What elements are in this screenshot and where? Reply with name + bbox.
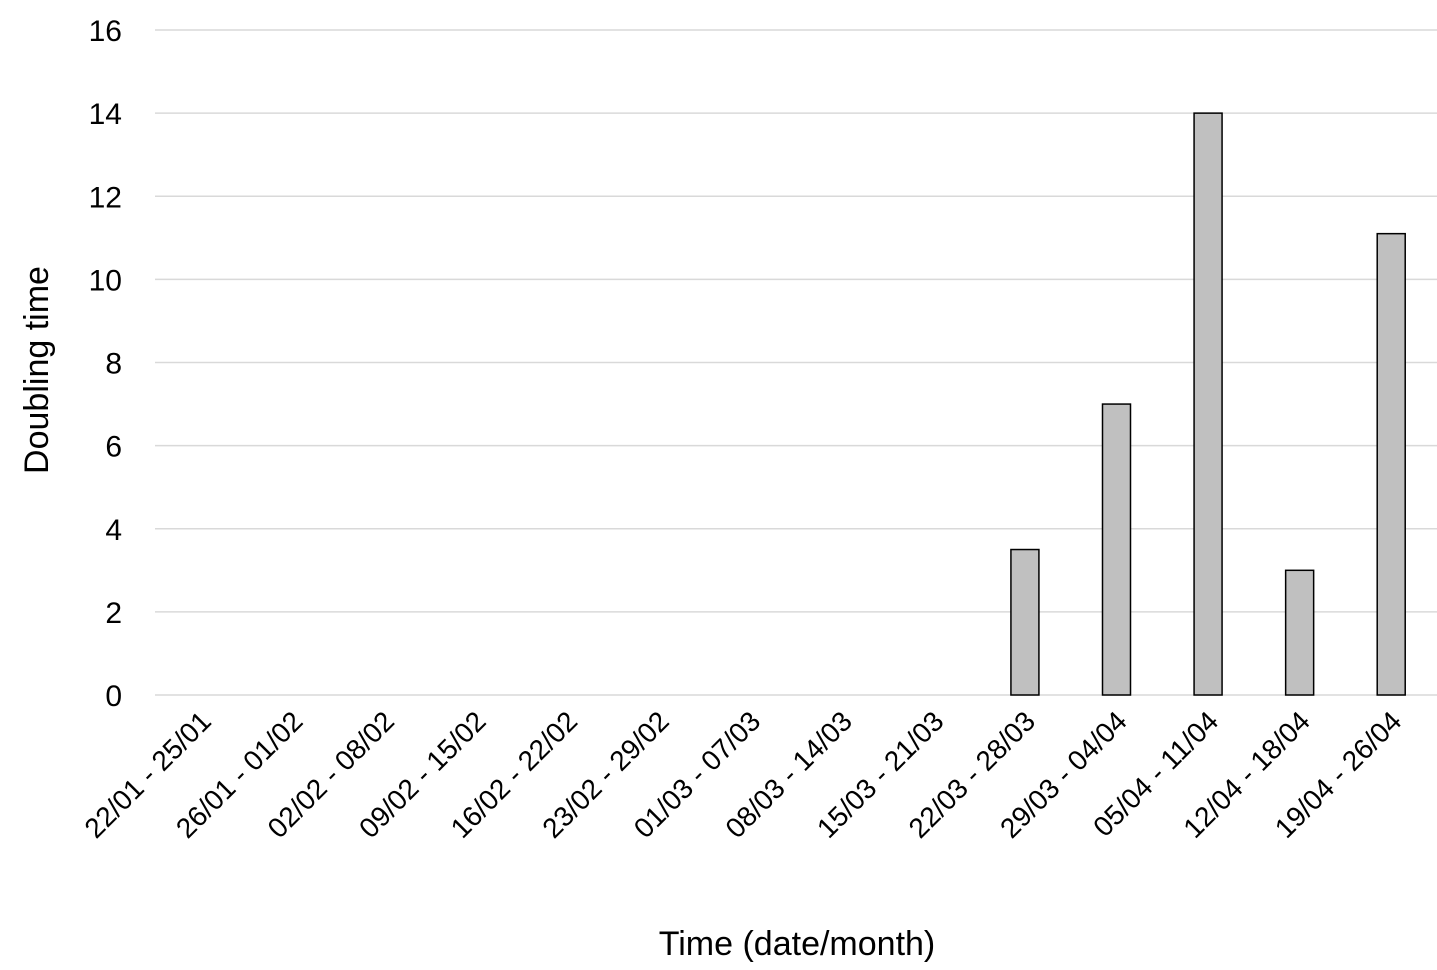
y-tick-label: 10 [89, 264, 122, 297]
y-axis-title: Doubling time [18, 266, 56, 474]
y-tick-label: 16 [89, 15, 122, 48]
y-tick-label: 8 [105, 348, 122, 381]
y-tick-label: 2 [105, 597, 122, 630]
y-tick-label: 4 [105, 514, 122, 547]
y-tick-labels: 0 2 4 6 8 10 12 14 16 [89, 15, 122, 713]
x-axis-title: Time (date/month) [659, 925, 936, 963]
bar-22/03 - 28/03 [1010, 548, 1040, 696]
y-tick-label: 14 [89, 98, 122, 131]
bar-29/03 - 04/04 [1101, 403, 1132, 696]
gridlines [155, 29, 1437, 696]
bars [1010, 112, 1406, 696]
y-tick-label: 0 [105, 680, 122, 713]
y-tick-label: 12 [89, 181, 122, 214]
y-tick-label: 6 [105, 431, 122, 464]
bar-05/04 - 11/04 [1193, 112, 1223, 696]
bar-19/04 - 26/04 [1376, 232, 1406, 696]
bar-12/04 - 18/04 [1284, 569, 1315, 696]
